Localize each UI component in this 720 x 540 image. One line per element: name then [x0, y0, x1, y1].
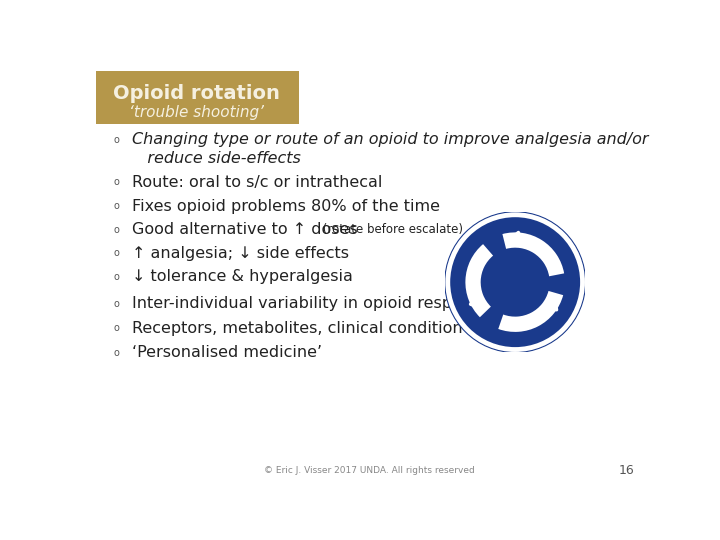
FancyBboxPatch shape [96, 71, 300, 124]
Text: (rotate before escalate): (rotate before escalate) [319, 224, 463, 237]
Text: Good alternative to ↑ doses: Good alternative to ↑ doses [132, 222, 357, 238]
Text: © Eric J. Visser 2017 UNDA. All rights reserved: © Eric J. Visser 2017 UNDA. All rights r… [264, 465, 474, 475]
Text: o: o [114, 248, 120, 258]
Text: Route: oral to s/c or intrathecal: Route: oral to s/c or intrathecal [132, 174, 382, 190]
Text: Opioid rotation: Opioid rotation [112, 84, 279, 103]
Text: reduce side-effects: reduce side-effects [132, 151, 301, 166]
Text: o: o [114, 177, 120, 187]
Text: o: o [114, 225, 120, 235]
Text: ↓ tolerance & hyperalgesia: ↓ tolerance & hyperalgesia [132, 269, 353, 285]
Text: o: o [114, 323, 120, 333]
Text: 16: 16 [618, 464, 634, 477]
Text: o: o [114, 299, 120, 309]
Text: o: o [114, 272, 120, 282]
Text: o: o [114, 348, 120, 357]
Text: o: o [114, 134, 120, 145]
Text: ‘trouble shooting’: ‘trouble shooting’ [128, 105, 264, 120]
Text: Fixes opioid problems 80% of the time: Fixes opioid problems 80% of the time [132, 199, 440, 214]
Text: Receptors, metabolites, clinical condition: Receptors, metabolites, clinical conditi… [132, 321, 462, 335]
Text: Inter-individual variability in opioid response: Inter-individual variability in opioid r… [132, 296, 490, 312]
Text: ↑ analgesia; ↓ side effects: ↑ analgesia; ↓ side effects [132, 246, 349, 261]
Text: ‘Personalised medicine’: ‘Personalised medicine’ [132, 345, 322, 360]
Circle shape [445, 212, 585, 353]
Text: o: o [114, 201, 120, 211]
Text: Changing type or route of an opioid to improve analgesia and/or: Changing type or route of an opioid to i… [132, 132, 648, 147]
Circle shape [501, 268, 529, 296]
